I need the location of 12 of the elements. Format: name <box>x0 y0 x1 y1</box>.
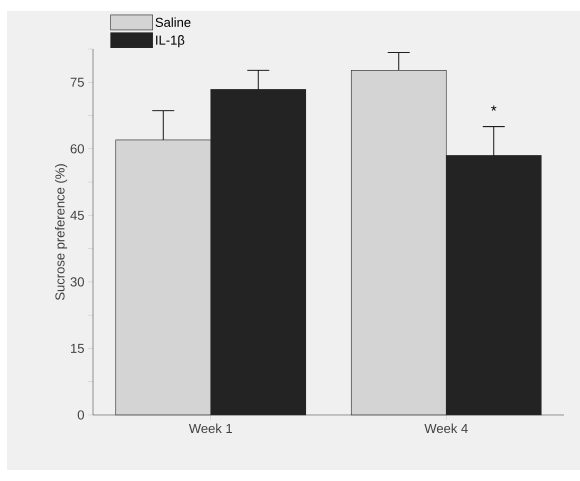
annotation: * <box>491 105 496 111</box>
y-tick-label: 60 <box>70 144 84 154</box>
y-tick-label: 15 <box>71 344 84 353</box>
y-tick-label: 45 <box>70 210 84 220</box>
x-tick-label: Week 1 <box>188 424 232 434</box>
legend-label: Saline <box>156 17 190 27</box>
y-tick-label: 0 <box>78 410 84 420</box>
y-tick-label: 75 <box>70 78 84 87</box>
legend-label: IL-1β <box>156 35 184 48</box>
y-tick-label: 30 <box>70 277 84 286</box>
y-axis-title: Sucrose preference (%) <box>55 164 68 300</box>
x-tick-label: Week 4 <box>424 424 468 434</box>
